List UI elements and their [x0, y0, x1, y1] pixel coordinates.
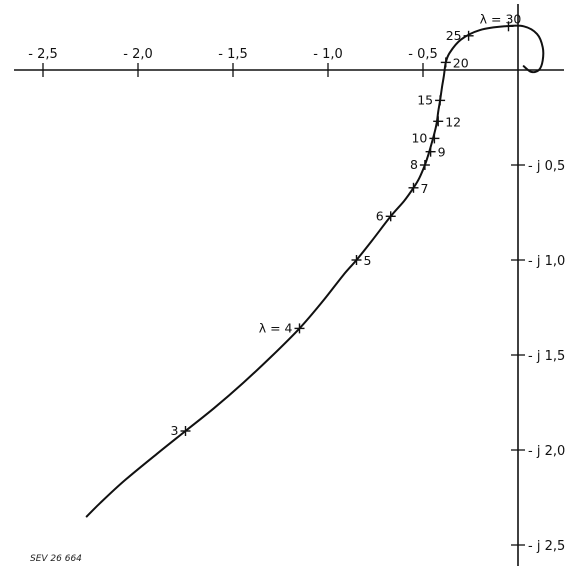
lambda-point-30: λ = 30 [480, 11, 522, 32]
figure-number: SEV 26 664 [30, 554, 82, 564]
x-tick-label: - 2,0 [123, 47, 153, 62]
lambda-point-20: 20 [440, 55, 469, 70]
lambda-point-15: 15 [417, 92, 446, 107]
lambda-label-4: λ = 4 [259, 320, 293, 335]
lambda-label-3: 3 [171, 423, 179, 438]
lambda-point-8: 8 [410, 157, 430, 172]
lambda-label-5: 5 [364, 253, 372, 268]
lambda-point-7: 7 [408, 181, 429, 196]
lambda-point-3: 3 [171, 423, 191, 438]
lambda-label-10: 10 [411, 130, 427, 145]
lambda-label-12: 12 [445, 114, 461, 129]
x-tick-label: - 1,0 [313, 47, 343, 62]
lambda-label-30: λ = 30 [480, 11, 522, 26]
lambda-point-5: 5 [351, 253, 372, 268]
lambda-point-9: 9 [425, 145, 446, 160]
x-axis-ticks: - 2,5 - 2,0 - 1,5 - 1,0 - 0,5 [28, 47, 438, 77]
lambda-label-15: 15 [417, 92, 433, 107]
x-tick-label: - 1,5 [218, 47, 248, 62]
lambda-label-9: 9 [438, 145, 446, 160]
lambda-label-8: 8 [410, 157, 418, 172]
locus-curve [85, 24, 545, 518]
lambda-point-4: λ = 4 [259, 320, 305, 335]
lambda-markers: 3 λ = 4 5 6 78 9 10 12 15 20 25 λ = 30 [171, 11, 522, 438]
lambda-point-12: 12 [433, 114, 461, 129]
x-tick-label: - 2,5 [28, 47, 58, 62]
y-tick-label: - j 2,0 [528, 444, 565, 459]
y-tick-label: - j 1,5 [528, 349, 565, 364]
lambda-point-6: 6 [376, 208, 396, 223]
lambda-point-25: 25 [446, 28, 474, 43]
lambda-label-20: 20 [453, 55, 469, 70]
lambda-point-10: 10 [411, 130, 440, 145]
y-axis-ticks: - j 0,5 - j 1,0 - j 1,5 - j 2,0 - j 2,5 [511, 159, 565, 554]
lambda-label-25: 25 [446, 28, 462, 43]
y-tick-label: - j 2,5 [528, 539, 565, 554]
lambda-label-6: 6 [376, 208, 384, 223]
x-tick-label: - 0,5 [408, 47, 438, 62]
lambda-label-7: 7 [421, 181, 429, 196]
axes [14, 4, 564, 566]
y-tick-label: - j 1,0 [528, 254, 565, 269]
y-tick-label: - j 0,5 [528, 159, 565, 174]
